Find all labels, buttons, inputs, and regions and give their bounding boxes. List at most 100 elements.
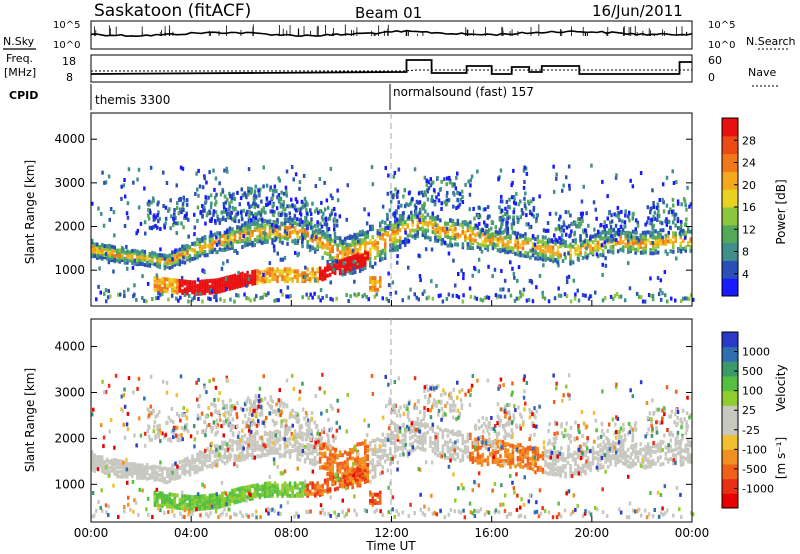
echo-cell — [384, 244, 387, 249]
echo-cell — [499, 217, 502, 222]
echo-cell — [670, 209, 674, 214]
echo-cell — [632, 211, 635, 216]
echo-cell — [243, 225, 247, 230]
echo-cell — [221, 282, 224, 287]
echo-cell — [609, 230, 612, 235]
echo-cell — [549, 451, 552, 456]
echo-cell — [541, 467, 545, 472]
echo-cell — [233, 230, 237, 235]
echo-cell — [490, 219, 494, 224]
echo-cell — [509, 455, 512, 460]
echo-cell — [233, 237, 237, 242]
echo-cell — [108, 246, 111, 251]
echo-cell — [309, 225, 313, 230]
echo-cell — [645, 220, 649, 225]
echo-cell — [336, 253, 339, 258]
echo-cell — [229, 297, 232, 302]
echo-cell — [414, 215, 417, 220]
nave-line — [91, 69, 692, 72]
echo-cell — [291, 217, 294, 222]
echo-cell — [333, 451, 337, 456]
echo-cell — [304, 234, 307, 239]
echo-cell — [308, 237, 312, 242]
echo-cell — [268, 200, 271, 205]
echo-cell — [171, 250, 174, 255]
echo-cell — [326, 245, 329, 250]
echo-cell — [123, 250, 127, 255]
echo-cell — [597, 234, 600, 239]
echo-cell — [451, 233, 455, 238]
echo-cell — [469, 183, 472, 188]
echo-cell — [248, 435, 252, 440]
echo-cell — [264, 232, 267, 236]
echo-cell — [619, 247, 622, 252]
echo-cell — [409, 231, 412, 236]
echo-cell — [256, 219, 259, 224]
echo-cell — [305, 211, 309, 216]
echo-cell — [233, 456, 237, 461]
echo-cell — [391, 280, 395, 285]
echo-cell — [317, 210, 320, 215]
echo-cell — [318, 446, 322, 451]
echo-cell — [376, 448, 379, 453]
echo-cell — [436, 436, 440, 440]
echo-cell — [577, 221, 580, 226]
echo-cell — [496, 444, 500, 449]
echo-cell — [208, 284, 212, 289]
echo-cell — [301, 244, 304, 249]
echo-cell — [318, 266, 322, 271]
echo-cell — [253, 445, 257, 450]
echo-cell — [369, 256, 372, 261]
echo-cell — [228, 229, 232, 234]
echo-cell — [207, 296, 210, 301]
echo-cell — [263, 228, 267, 233]
echo-cell — [434, 431, 437, 436]
echo-cell — [512, 221, 516, 226]
echo-cell — [589, 244, 592, 249]
echo-cell — [286, 277, 289, 282]
echo-cell — [491, 459, 495, 464]
echo-cell — [320, 232, 324, 237]
echo-cell — [569, 452, 572, 457]
echo-cell — [468, 286, 472, 291]
echo-cell — [308, 248, 312, 253]
echo-cell — [424, 422, 427, 427]
echo-cell — [262, 184, 265, 189]
echo-cell — [331, 238, 334, 243]
echo-cell — [364, 247, 367, 252]
echo-cell — [568, 186, 571, 191]
echo-cell — [650, 206, 653, 211]
echo-cell — [326, 233, 329, 238]
echo-cell — [148, 259, 152, 264]
echo-cell — [107, 295, 110, 300]
echo-cell — [249, 186, 253, 191]
echo-cell — [591, 247, 595, 251]
echo-cell — [566, 455, 570, 460]
echo-cell — [413, 167, 417, 172]
echo-cell — [343, 252, 347, 257]
echo-cell — [213, 187, 216, 192]
echo-cell — [336, 198, 340, 203]
echo-cell — [434, 238, 437, 243]
echo-cell — [274, 188, 277, 193]
echo-cell — [517, 202, 521, 207]
echo-cell — [688, 204, 691, 209]
echo-cell — [183, 253, 187, 258]
echo-cell — [441, 447, 445, 452]
echo-cell — [193, 288, 197, 293]
echo-cell — [443, 200, 446, 205]
echo-cell — [236, 439, 239, 444]
echo-cell — [486, 232, 490, 237]
echo-cell — [188, 472, 192, 477]
echo-cell — [333, 460, 337, 464]
echo-cell — [147, 208, 150, 212]
echo-cell — [536, 234, 540, 239]
echo-cell — [631, 461, 635, 466]
echo-cell — [338, 239, 342, 244]
echo-cell — [498, 227, 502, 232]
echo-cell — [634, 218, 638, 223]
echo-cell — [181, 459, 184, 464]
echo-cell — [411, 228, 414, 233]
echo-cell — [686, 185, 689, 190]
echo-cell — [602, 224, 606, 229]
